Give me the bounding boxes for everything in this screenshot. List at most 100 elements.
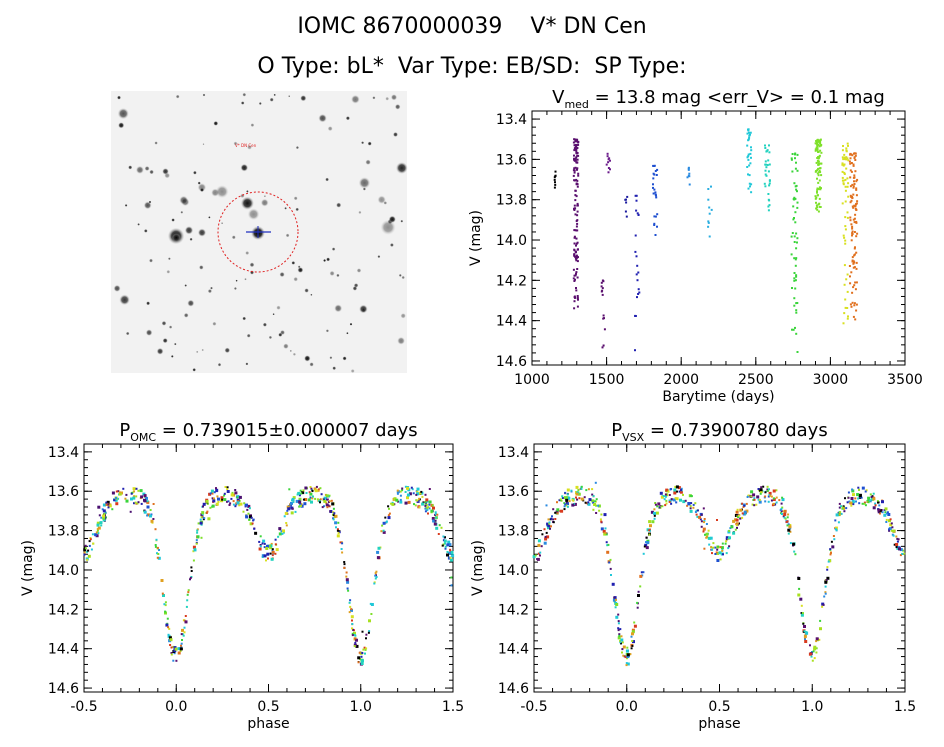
data-point bbox=[602, 529, 606, 533]
data-point bbox=[819, 171, 822, 174]
data-point bbox=[814, 149, 817, 152]
data-point bbox=[653, 514, 656, 517]
data-point bbox=[734, 514, 738, 517]
data-point bbox=[170, 652, 173, 654]
data-point bbox=[844, 156, 847, 159]
sky-star bbox=[187, 299, 195, 307]
data-point bbox=[796, 302, 799, 304]
data-point bbox=[560, 499, 563, 502]
data-point bbox=[576, 210, 579, 213]
data-point bbox=[561, 495, 564, 498]
data-point bbox=[96, 528, 99, 531]
data-point bbox=[575, 492, 579, 496]
data-point bbox=[653, 215, 656, 218]
data-point bbox=[164, 610, 167, 613]
data-point bbox=[425, 498, 429, 502]
data-point bbox=[734, 518, 737, 522]
data-point bbox=[758, 500, 762, 504]
data-point bbox=[847, 182, 850, 185]
data-point bbox=[287, 507, 291, 511]
data-point bbox=[687, 168, 690, 171]
data-point bbox=[852, 186, 855, 189]
data-point bbox=[635, 273, 638, 276]
data-point bbox=[707, 221, 710, 224]
data-point bbox=[813, 657, 816, 660]
data-point bbox=[640, 571, 643, 574]
y-tick-label: 13.4 bbox=[48, 445, 79, 461]
data-point bbox=[370, 613, 373, 615]
data-point bbox=[853, 231, 856, 233]
plot-title-main: P bbox=[611, 420, 622, 441]
data-point bbox=[780, 507, 783, 510]
data-point bbox=[816, 188, 819, 191]
data-point bbox=[849, 282, 852, 285]
data-point bbox=[420, 490, 423, 493]
data-point bbox=[364, 652, 366, 655]
data-point bbox=[843, 507, 846, 510]
data-point bbox=[747, 153, 750, 156]
data-point bbox=[861, 486, 865, 490]
data-point bbox=[125, 499, 129, 503]
data-point bbox=[220, 496, 224, 500]
data-point bbox=[554, 183, 557, 186]
data-point bbox=[291, 497, 295, 501]
data-point bbox=[692, 506, 695, 509]
data-point bbox=[415, 499, 418, 502]
data-point bbox=[781, 496, 784, 499]
data-point bbox=[817, 181, 820, 184]
plot-phase-vsx: -0.5 0.0 0.5 1.0 1.513.413.613.814.014.214.4… bbox=[470, 420, 916, 732]
data-point bbox=[789, 524, 792, 526]
sky-star bbox=[358, 177, 371, 189]
data-point bbox=[717, 545, 720, 548]
data-point bbox=[800, 612, 803, 615]
data-point bbox=[766, 485, 769, 488]
data-point bbox=[235, 503, 238, 506]
data-point bbox=[768, 144, 770, 147]
data-point bbox=[554, 175, 557, 178]
data-point bbox=[263, 546, 266, 549]
data-point bbox=[351, 634, 354, 637]
y-tick-label: 14.6 bbox=[498, 681, 529, 697]
data-point bbox=[575, 271, 578, 274]
sky-star bbox=[117, 108, 129, 120]
data-point bbox=[134, 501, 137, 504]
data-point bbox=[856, 493, 860, 497]
data-point bbox=[619, 628, 622, 631]
data-point bbox=[817, 160, 820, 163]
data-point bbox=[794, 279, 797, 282]
sky-star bbox=[247, 144, 252, 150]
data-point bbox=[787, 532, 790, 535]
data-point bbox=[578, 497, 581, 500]
data-point bbox=[223, 494, 226, 497]
data-point bbox=[665, 488, 669, 492]
data-point bbox=[855, 188, 858, 191]
data-point bbox=[855, 208, 858, 211]
data-point bbox=[416, 499, 419, 502]
data-point bbox=[184, 620, 188, 624]
data-point bbox=[149, 514, 152, 518]
data-point bbox=[566, 493, 569, 496]
data-point bbox=[174, 647, 178, 651]
data-point bbox=[418, 491, 422, 495]
data-point bbox=[249, 522, 253, 526]
data-point bbox=[97, 505, 101, 509]
data-point bbox=[348, 611, 351, 614]
data-point bbox=[576, 296, 579, 299]
data-point bbox=[791, 328, 793, 331]
data-point bbox=[765, 166, 768, 169]
data-point bbox=[573, 249, 576, 252]
sky-star bbox=[260, 198, 269, 207]
data-point bbox=[747, 158, 750, 161]
data-point bbox=[850, 153, 853, 156]
data-point bbox=[815, 207, 818, 210]
data-point bbox=[125, 493, 128, 496]
data-point bbox=[759, 490, 763, 494]
data-point bbox=[841, 506, 844, 509]
data-point bbox=[652, 183, 654, 186]
data-point bbox=[275, 548, 279, 552]
data-point bbox=[750, 191, 753, 194]
data-point bbox=[576, 260, 579, 263]
data-point bbox=[600, 290, 603, 293]
data-point bbox=[892, 529, 896, 533]
data-point bbox=[852, 503, 855, 506]
